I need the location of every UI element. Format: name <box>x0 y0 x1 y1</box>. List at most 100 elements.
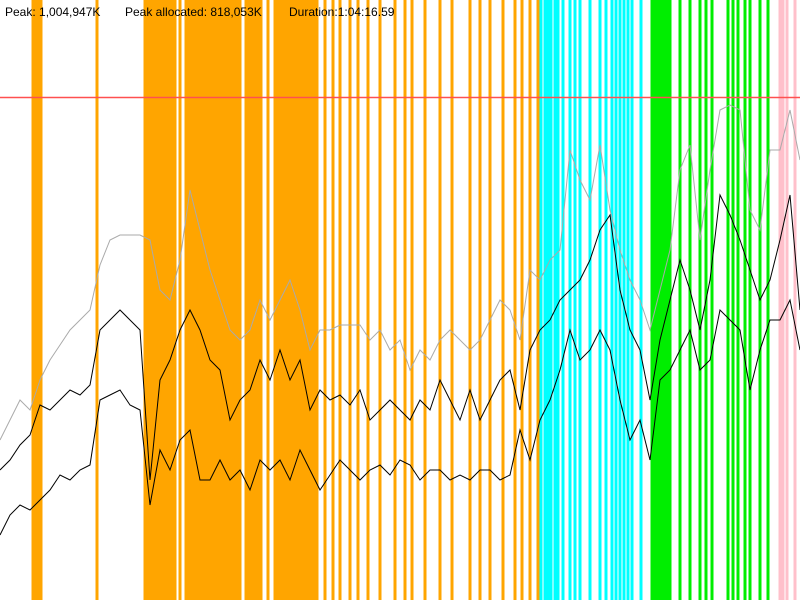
event-bar <box>178 0 182 600</box>
event-bar <box>306 0 310 600</box>
event-bar <box>229 0 233 600</box>
event-bar <box>300 0 304 600</box>
event-bar <box>610 0 614 600</box>
event-bar <box>488 0 492 600</box>
event-bar <box>731 0 735 600</box>
event-bar <box>630 0 634 600</box>
event-bar <box>190 0 194 600</box>
event-bar <box>618 0 622 600</box>
event-bar <box>323 0 327 600</box>
event-bar <box>766 0 770 600</box>
event-bar <box>614 0 618 600</box>
event-bar <box>312 0 316 600</box>
event-bar <box>196 0 200 600</box>
event-bar <box>303 0 307 600</box>
event-bar <box>31 0 35 600</box>
event-bar <box>781 0 785 600</box>
event-bar <box>297 0 301 600</box>
event-bar <box>187 0 191 600</box>
event-bar <box>282 0 286 600</box>
event-bar <box>736 0 740 600</box>
event-bar <box>247 0 251 600</box>
event-bar <box>143 0 147 600</box>
event-bar <box>214 0 218 600</box>
event-bar <box>238 0 242 600</box>
event-bar <box>315 0 319 600</box>
event-bar <box>208 0 212 600</box>
event-bar <box>639 0 643 600</box>
event-bar <box>223 0 227 600</box>
event-bar <box>35 0 39 600</box>
event-bar <box>226 0 230 600</box>
event-bar <box>244 0 248 600</box>
event-bar <box>743 0 747 600</box>
event-bar <box>146 0 150 600</box>
event-bar <box>205 0 209 600</box>
event-bar <box>653 0 657 600</box>
event-bar <box>167 0 171 600</box>
event-bar <box>748 0 752 600</box>
event-bar <box>33 0 37 600</box>
event-bar <box>266 0 270 600</box>
series-line <box>0 104 800 441</box>
event-bar <box>331 0 335 600</box>
event-bar <box>604 0 608 600</box>
event-bar <box>253 0 257 600</box>
event-bar <box>309 0 313 600</box>
event-bar <box>220 0 224 600</box>
event-bar <box>549 0 553 600</box>
event-bar <box>665 0 669 600</box>
event-bar <box>338 0 342 600</box>
event-bar <box>778 0 782 600</box>
event-bar <box>403 0 407 600</box>
event-bar <box>256 0 260 600</box>
event-bar <box>348 0 352 600</box>
event-bar <box>688 0 692 600</box>
event-bar <box>356 0 360 600</box>
event-bar <box>95 0 99 600</box>
event-bar <box>520 0 524 600</box>
event-bar <box>561 0 565 600</box>
event-bar <box>288 0 292 600</box>
event-bar <box>279 0 283 600</box>
event-bar <box>232 0 236 600</box>
event-bar <box>184 0 188 600</box>
event-bar <box>161 0 165 600</box>
event-bar <box>468 0 472 600</box>
peak-label: Peak: 1,004,947K <box>5 5 100 19</box>
event-bar <box>501 0 505 600</box>
event-bar <box>626 0 630 600</box>
event-bar <box>170 0 174 600</box>
event-bar <box>37 0 41 600</box>
event-bar <box>546 0 550 600</box>
event-bar <box>276 0 280 600</box>
event-bar <box>553 0 557 600</box>
event-bar <box>438 0 442 600</box>
series-line <box>0 298 800 536</box>
event-bar <box>217 0 221 600</box>
event-bar <box>211 0 215 600</box>
event-bar <box>366 0 370 600</box>
event-bar <box>793 0 797 600</box>
event-bar <box>39 0 43 600</box>
event-bar <box>698 0 702 600</box>
event-bar <box>410 0 414 600</box>
event-bar <box>235 0 239 600</box>
peak-allocated-label: Peak allocated: 818,053K <box>125 5 262 19</box>
event-bar <box>678 0 682 600</box>
event-bar <box>598 0 602 600</box>
event-bar <box>659 0 663 600</box>
event-bar <box>273 0 277 600</box>
event-bar <box>588 0 592 600</box>
event-bar <box>578 0 582 600</box>
series-line <box>0 193 800 481</box>
event-bar <box>539 0 543 600</box>
event-bar <box>785 0 789 600</box>
event-bar <box>202 0 206 600</box>
event-bar <box>155 0 159 600</box>
event-bar <box>285 0 289 600</box>
event-bar <box>164 0 168 600</box>
event-bar <box>294 0 298 600</box>
